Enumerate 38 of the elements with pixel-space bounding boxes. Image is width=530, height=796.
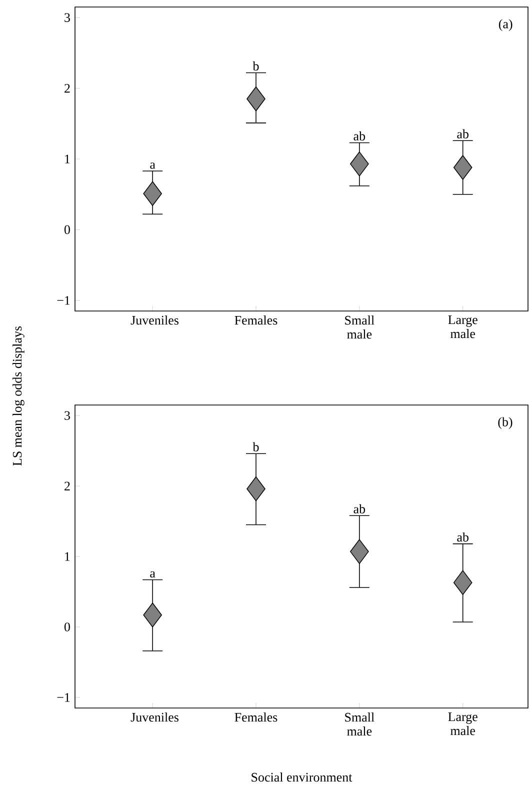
y-tick-label: 2 xyxy=(64,482,70,490)
y-tick-label: −1 xyxy=(57,296,70,305)
y-tick-label: 0 xyxy=(64,622,70,632)
point xyxy=(453,155,472,180)
x-tick-label: Females xyxy=(234,316,278,325)
x-tick-label: Small male xyxy=(345,316,374,339)
annotation: ab xyxy=(354,504,366,514)
x-tick-label: Juveniles xyxy=(130,316,178,325)
y-tick-label: 2 xyxy=(64,84,70,93)
y-tick-label: 3 xyxy=(64,411,70,420)
annotation: b xyxy=(252,442,259,452)
x-tick-label: Females xyxy=(234,712,278,722)
point xyxy=(246,86,266,112)
annotation: ab xyxy=(457,129,468,138)
y-tick-label: −1 xyxy=(57,693,70,702)
x-tick-label: Large male xyxy=(448,712,478,736)
y-tick-label: 0 xyxy=(64,225,70,234)
x-tick-label: Juveniles xyxy=(130,712,178,722)
annotation: ab xyxy=(354,131,366,141)
annotation: a xyxy=(150,162,156,169)
x-tick-label: Large male xyxy=(448,316,478,338)
point xyxy=(246,476,266,502)
annotation: b xyxy=(252,61,259,71)
point xyxy=(453,570,472,595)
y-axis-title: LS mean log odds displays xyxy=(12,326,24,466)
point xyxy=(350,152,369,176)
point xyxy=(143,602,162,628)
point xyxy=(350,539,369,564)
annotation: (b) xyxy=(498,417,512,429)
y-tick-label: 1 xyxy=(65,154,70,164)
annotation: a xyxy=(150,571,156,578)
x-axis-title: Social environment xyxy=(252,772,352,782)
y-tick-label: 1 xyxy=(65,552,70,561)
point xyxy=(143,181,162,206)
annotation: (a) xyxy=(498,19,512,31)
y-tick-label: 3 xyxy=(64,13,70,22)
x-tick-label: Small male xyxy=(345,712,374,736)
annotation: ab xyxy=(457,532,468,542)
